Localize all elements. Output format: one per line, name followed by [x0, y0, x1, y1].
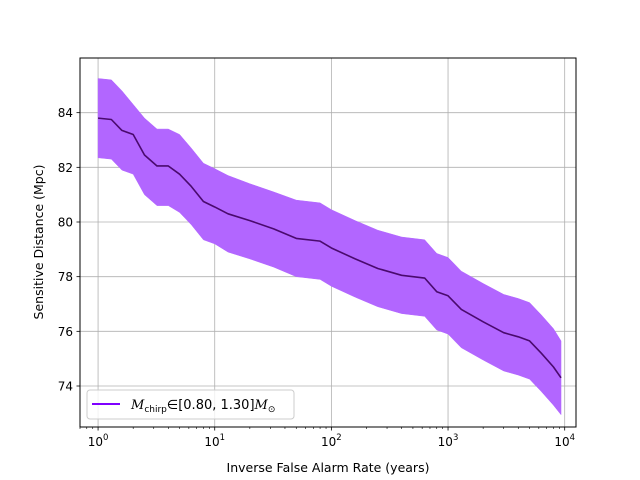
y-tick-label: 80 [58, 216, 73, 230]
x-tick-base: 10 [438, 435, 453, 449]
legend-label: Mchirp∈[0.80, 1.30]M⊙ [130, 398, 275, 415]
legend-symbol: M [130, 398, 145, 413]
legend: Mchirp∈[0.80, 1.30]M⊙ [86, 389, 295, 420]
x-tick-label: 103 [438, 433, 459, 449]
y-tick-label: 82 [58, 161, 73, 175]
x-tick-exponent: 1 [220, 433, 225, 443]
x-tick-base: 10 [88, 435, 103, 449]
x-tick-label: 101 [204, 433, 225, 449]
y-tick-label: 76 [58, 325, 73, 339]
x-tick-exponent: 4 [570, 433, 575, 443]
y-axis-ticks: 74 76 78 80 82 84 [58, 106, 80, 394]
series-line-layer [97, 117, 562, 379]
x-axis-ticks: 100 101 102 103 104 [79, 427, 575, 449]
legend-subscript: chirp [144, 405, 167, 415]
y-tick-label: 78 [58, 270, 73, 284]
x-tick-exponent: 3 [453, 433, 458, 443]
x-tick-label: 104 [554, 433, 575, 449]
x-tick-exponent: 2 [336, 433, 341, 443]
x-tick-label: 102 [321, 433, 342, 449]
x-axis-label: Inverse False Alarm Rate (years) [227, 460, 430, 475]
x-tick-label: 100 [88, 433, 109, 449]
y-axis-label: Sensitive Distance (Mpc) [31, 165, 46, 320]
legend-box [86, 389, 295, 420]
series-line [97, 117, 562, 379]
x-tick-base: 10 [321, 435, 336, 449]
x-tick-base: 10 [554, 435, 569, 449]
legend-range: ∈[0.80, 1.30] [167, 398, 255, 413]
y-tick-label: 84 [58, 106, 73, 120]
axes-frame [79, 57, 577, 428]
legend-symbol-2: M [254, 398, 269, 413]
y-tick-label: 74 [58, 380, 73, 394]
legend-subscript-2: ⊙ [268, 405, 276, 415]
x-tick-base: 10 [204, 435, 219, 449]
x-tick-exponent: 0 [103, 433, 108, 443]
